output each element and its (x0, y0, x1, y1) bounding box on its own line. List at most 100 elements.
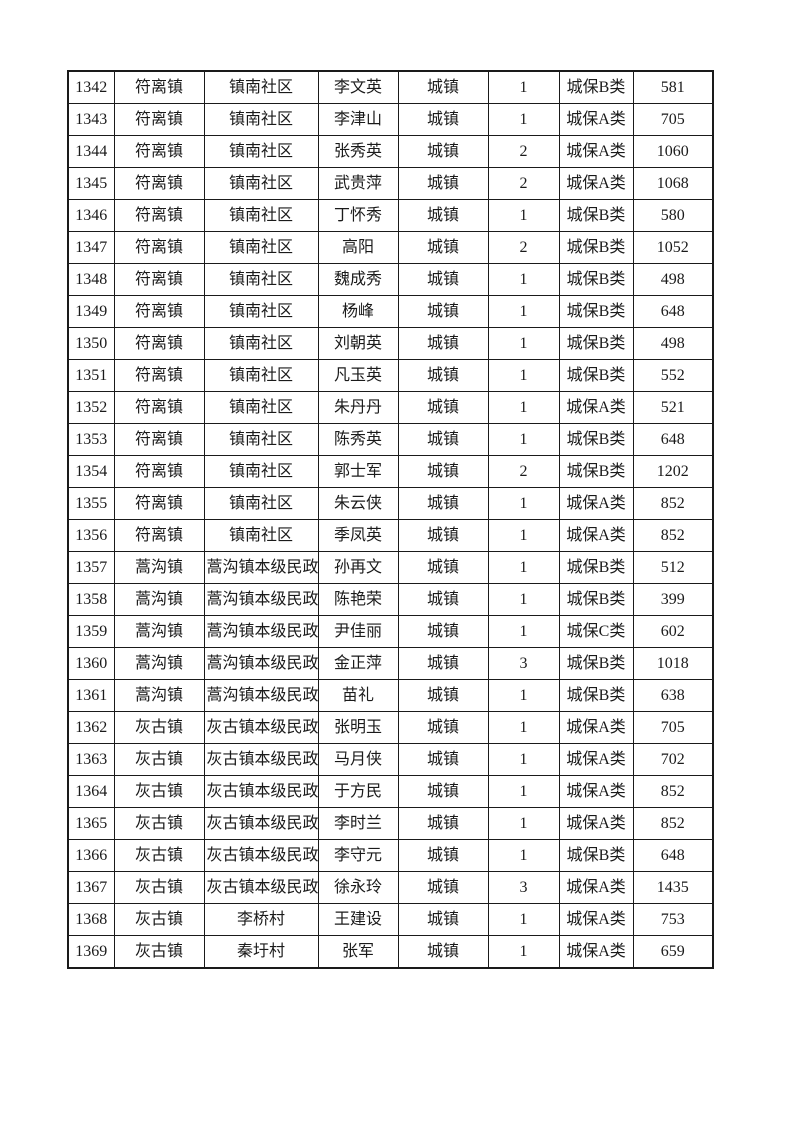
cell-assistance-category: 城保A类 (558, 903, 634, 936)
cell-amount: 1435 (632, 871, 714, 904)
cell-person-name: 徐永玲 (317, 871, 399, 904)
cell-residence-type: 城镇 (397, 199, 489, 232)
table-row: 1354 符离镇 镇南社区 郭士军 城镇 2 城保B类 1202 (67, 455, 714, 488)
cell-residence-type: 城镇 (397, 231, 489, 264)
cell-town: 蒿沟镇 (113, 583, 205, 616)
cell-assistance-category: 城保B类 (558, 199, 634, 232)
cell-town: 灰古镇 (113, 743, 205, 776)
cell-residence-type: 城镇 (397, 871, 489, 904)
cell-residence-type: 城镇 (397, 263, 489, 296)
cell-amount: 1068 (632, 167, 714, 200)
cell-row-number: 1362 (67, 711, 115, 744)
cell-person-name: 尹佳丽 (317, 615, 399, 648)
cell-row-number: 1342 (67, 70, 115, 104)
cell-assistance-category: 城保B类 (558, 455, 634, 488)
cell-town: 灰古镇 (113, 711, 205, 744)
cell-row-number: 1352 (67, 391, 115, 424)
cell-amount: 602 (632, 615, 714, 648)
cell-residence-type: 城镇 (397, 615, 489, 648)
cell-row-number: 1351 (67, 359, 115, 392)
cell-community: 灰古镇本级民政 (203, 839, 319, 872)
table-row: 1368 灰古镇 李桥村 王建设 城镇 1 城保A类 753 (67, 903, 714, 936)
cell-person-name: 李守元 (317, 839, 399, 872)
cell-person-name: 王建设 (317, 903, 399, 936)
table-row: 1344 符离镇 镇南社区 张秀英 城镇 2 城保A类 1060 (67, 135, 714, 168)
cell-assistance-category: 城保A类 (558, 871, 634, 904)
cell-assistance-category: 城保A类 (558, 487, 634, 520)
cell-row-number: 1357 (67, 551, 115, 584)
table-row: 1346 符离镇 镇南社区 丁怀秀 城镇 1 城保B类 580 (67, 199, 714, 232)
cell-person-name: 朱云侠 (317, 487, 399, 520)
cell-community: 镇南社区 (203, 135, 319, 168)
cell-community: 蒿沟镇本级民政 (203, 551, 319, 584)
cell-community: 镇南社区 (203, 167, 319, 200)
cell-residence-type: 城镇 (397, 647, 489, 680)
cell-person-count: 3 (487, 647, 560, 680)
cell-community: 镇南社区 (203, 455, 319, 488)
cell-town: 符离镇 (113, 359, 205, 392)
cell-town: 灰古镇 (113, 775, 205, 808)
cell-assistance-category: 城保B类 (558, 70, 634, 104)
cell-person-name: 武贵萍 (317, 167, 399, 200)
table-row: 1359 蒿沟镇 蒿沟镇本级民政 尹佳丽 城镇 1 城保C类 602 (67, 615, 714, 648)
cell-amount: 705 (632, 103, 714, 136)
cell-residence-type: 城镇 (397, 455, 489, 488)
cell-row-number: 1359 (67, 615, 115, 648)
cell-residence-type: 城镇 (397, 103, 489, 136)
cell-person-name: 凡玉英 (317, 359, 399, 392)
cell-person-count: 1 (487, 615, 560, 648)
cell-amount: 648 (632, 295, 714, 328)
cell-row-number: 1343 (67, 103, 115, 136)
cell-row-number: 1369 (67, 935, 115, 969)
table-row: 1357 蒿沟镇 蒿沟镇本级民政 孙再文 城镇 1 城保B类 512 (67, 551, 714, 584)
cell-amount: 852 (632, 775, 714, 808)
table-row: 1364 灰古镇 灰古镇本级民政 于方民 城镇 1 城保A类 852 (67, 775, 714, 808)
cell-person-count: 1 (487, 103, 560, 136)
cell-person-count: 1 (487, 359, 560, 392)
cell-row-number: 1367 (67, 871, 115, 904)
cell-person-count: 1 (487, 935, 560, 969)
cell-person-count: 1 (487, 199, 560, 232)
cell-person-name: 刘朝英 (317, 327, 399, 360)
cell-residence-type: 城镇 (397, 295, 489, 328)
cell-person-count: 1 (487, 743, 560, 776)
cell-assistance-category: 城保A类 (558, 935, 634, 969)
cell-person-count: 2 (487, 135, 560, 168)
cell-person-count: 1 (487, 391, 560, 424)
cell-community: 镇南社区 (203, 295, 319, 328)
cell-amount: 512 (632, 551, 714, 584)
cell-community: 镇南社区 (203, 359, 319, 392)
cell-community: 灰古镇本级民政 (203, 871, 319, 904)
cell-community: 镇南社区 (203, 199, 319, 232)
cell-amount: 638 (632, 679, 714, 712)
cell-town: 符离镇 (113, 70, 205, 104)
cell-community: 镇南社区 (203, 519, 319, 552)
cell-amount: 705 (632, 711, 714, 744)
cell-row-number: 1353 (67, 423, 115, 456)
cell-residence-type: 城镇 (397, 70, 489, 104)
cell-person-name: 高阳 (317, 231, 399, 264)
cell-town: 符离镇 (113, 455, 205, 488)
cell-amount: 399 (632, 583, 714, 616)
cell-amount: 659 (632, 935, 714, 969)
table-row: 1353 符离镇 镇南社区 陈秀英 城镇 1 城保B类 648 (67, 423, 714, 456)
cell-person-name: 苗礼 (317, 679, 399, 712)
cell-residence-type: 城镇 (397, 519, 489, 552)
cell-residence-type: 城镇 (397, 807, 489, 840)
cell-person-count: 1 (487, 295, 560, 328)
table-row: 1363 灰古镇 灰古镇本级民政 马月侠 城镇 1 城保A类 702 (67, 743, 714, 776)
cell-community: 李桥村 (203, 903, 319, 936)
cell-town: 蒿沟镇 (113, 615, 205, 648)
cell-amount: 1202 (632, 455, 714, 488)
table-row: 1345 符离镇 镇南社区 武贵萍 城镇 2 城保A类 1068 (67, 167, 714, 200)
cell-town: 灰古镇 (113, 935, 205, 969)
cell-person-name: 杨峰 (317, 295, 399, 328)
cell-row-number: 1368 (67, 903, 115, 936)
cell-row-number: 1350 (67, 327, 115, 360)
cell-community: 灰古镇本级民政 (203, 807, 319, 840)
cell-person-count: 1 (487, 903, 560, 936)
cell-residence-type: 城镇 (397, 839, 489, 872)
cell-residence-type: 城镇 (397, 711, 489, 744)
cell-community: 镇南社区 (203, 263, 319, 296)
